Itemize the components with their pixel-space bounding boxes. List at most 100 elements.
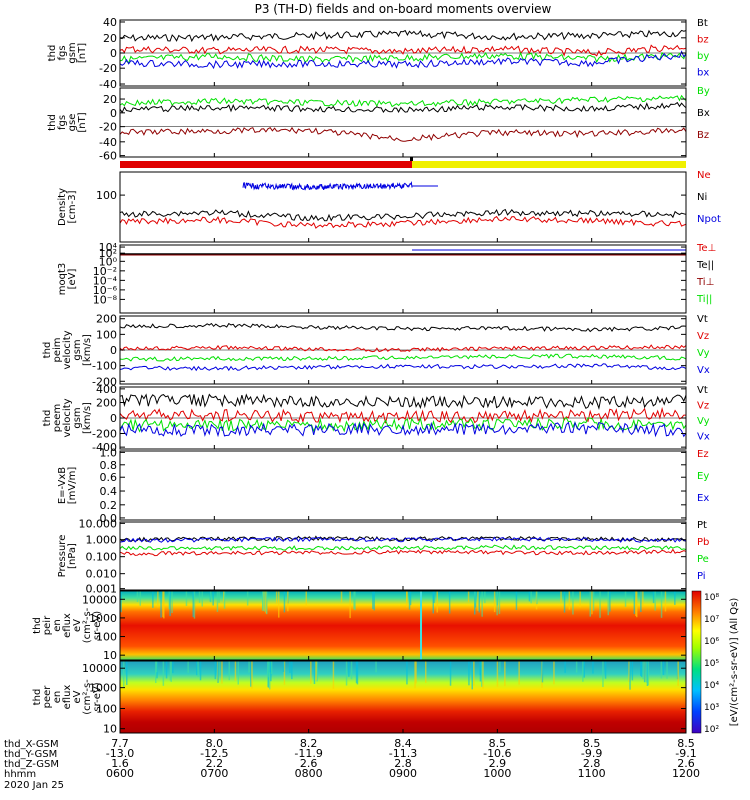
y-axis-label: peer: [42, 685, 53, 709]
colorbar-tick: 10²: [704, 725, 719, 735]
y-tick-label: -100: [92, 360, 117, 373]
spectrogram-texture: [602, 661, 604, 687]
legend-label: bx: [697, 68, 709, 79]
y-tick-label: -20: [99, 62, 117, 75]
spectrogram-texture: [406, 661, 408, 685]
legend-label: bz: [697, 35, 709, 46]
spectrogram-texture: [219, 661, 221, 675]
spectrogram-texture: [152, 591, 154, 608]
y-axis-label: thd: [47, 45, 58, 62]
series-vt: [119, 322, 687, 333]
x-axis-value: 7.7: [111, 737, 129, 750]
spectrogram-texture: [136, 591, 139, 602]
x-axis-value: 8.5: [677, 737, 695, 750]
spectrogram-texture: [662, 661, 665, 675]
y-axis-label: [cm-3]: [67, 190, 78, 223]
y-tick-label: 100: [96, 189, 117, 202]
colorbar-tick: 10⁴: [704, 681, 719, 691]
spectrogram-texture: [654, 591, 656, 611]
x-axis-value: -11.9: [294, 747, 322, 760]
series-vt: [119, 393, 687, 410]
spectrogram-texture: [248, 661, 250, 673]
y-tick-label: 10.000: [79, 517, 118, 530]
spectrogram-texture: [504, 661, 506, 687]
spectrogram-texture: [287, 591, 289, 612]
spectrogram-texture: [155, 661, 157, 683]
spectrogram-texture: [305, 591, 307, 607]
y-axis-label: velocity: [62, 330, 73, 369]
spectrogram-texture: [433, 591, 435, 603]
spectrogram-texture: [536, 591, 538, 605]
y-tick-label: 100: [96, 703, 117, 716]
series-bz: [119, 44, 687, 57]
y-axis-label: peim: [52, 337, 63, 362]
y-axis-label: fgs: [57, 45, 68, 60]
spectrogram-texture: [572, 591, 574, 615]
y-tick-label: 0.001: [86, 583, 118, 596]
spectrogram-texture: [162, 661, 165, 686]
y-axis-label: eV: [72, 690, 83, 703]
spectrogram-texture: [228, 661, 230, 681]
series-pi: [119, 536, 687, 543]
spectrogram-texture: [449, 661, 452, 686]
spectrogram-texture: [246, 591, 249, 606]
spectrogram-texture: [607, 591, 609, 616]
y-axis-label: thd: [42, 342, 53, 359]
spectrogram-texture: [530, 591, 532, 604]
spectrogram-texture: [192, 591, 194, 617]
x-axis-value: -10.6: [483, 747, 511, 760]
spectrogram-texture: [348, 661, 350, 677]
y-tick-label: -200: [92, 375, 117, 388]
y-tick-label: 10000: [82, 662, 117, 675]
spectrogram-texture: [592, 591, 595, 611]
spectrogram-texture: [642, 591, 644, 607]
y-axis-label: [mV/m]: [67, 467, 78, 505]
spectrogram-texture: [478, 591, 480, 613]
spectrogram-texture: [216, 591, 219, 612]
spectrogram-texture: [162, 591, 164, 618]
spectrogram-texture: [170, 661, 172, 682]
colorbar-tick: 10⁶: [704, 637, 719, 647]
y-tick-label: 10⁻²: [93, 265, 117, 278]
spectrogram-texture: [482, 661, 484, 689]
x-axis: thd_X-GSM 7.7 8.0 8.2 8.4 8.5 8.5 8.5 thd_Y-GSM -…: [4, 737, 700, 791]
legend-label: Pe: [697, 554, 709, 565]
y-tick-label: -400: [92, 441, 117, 454]
y-axis-label: (cm²-s-: [82, 679, 93, 715]
mode-bar-marker: [410, 157, 413, 161]
spectrogram-texture: [642, 661, 644, 680]
panel-9: 10000 1000 100 10 thd peir en eflux eV (cm²-s-sr-…: [32, 590, 687, 662]
y-axis-label: thd: [42, 410, 53, 427]
y-tick-label: 0.0: [100, 512, 118, 525]
spectrogram-texture: [553, 661, 555, 685]
spectrogram-texture: [270, 661, 273, 674]
legend-label: Te⊥: [696, 243, 716, 254]
spectrogram-texture: [589, 591, 591, 617]
legend-label: Vz: [697, 401, 709, 412]
colorbar-tick: 10³: [704, 703, 719, 713]
colorbar-label: [eV/(cm²-s-sr-eV)] (All Qs): [729, 598, 740, 727]
spectrogram-texture: [436, 591, 438, 613]
spectrogram-texture: [640, 591, 642, 612]
y-tick-label: 10⁻⁶: [93, 284, 118, 297]
y-tick-label: 40: [103, 16, 117, 29]
y-axis-label: [nPa]: [67, 543, 78, 569]
y-tick-label: 10: [103, 723, 117, 736]
panel-10: 10000 1000 100 10 thd peer en eflux eV (cm²-s-sr-…: [32, 660, 687, 736]
spectrogram-texture: [223, 591, 226, 609]
colorbar-scale: [691, 590, 702, 734]
legend-label: Bx: [697, 108, 710, 119]
legend-label: Ni: [697, 192, 707, 203]
legend-label: Bt: [697, 18, 708, 29]
spectrogram-texture: [282, 661, 285, 672]
y-tick-label: -40: [99, 136, 117, 149]
spectrogram-texture: [636, 591, 638, 618]
spectrogram-texture: [375, 661, 377, 673]
spectrogram-texture: [278, 591, 280, 618]
spectrogram-texture: [221, 661, 223, 684]
y-axis-label: thd: [32, 689, 43, 706]
spectrogram-texture: [169, 591, 171, 617]
legend-label: Ez: [697, 449, 709, 460]
